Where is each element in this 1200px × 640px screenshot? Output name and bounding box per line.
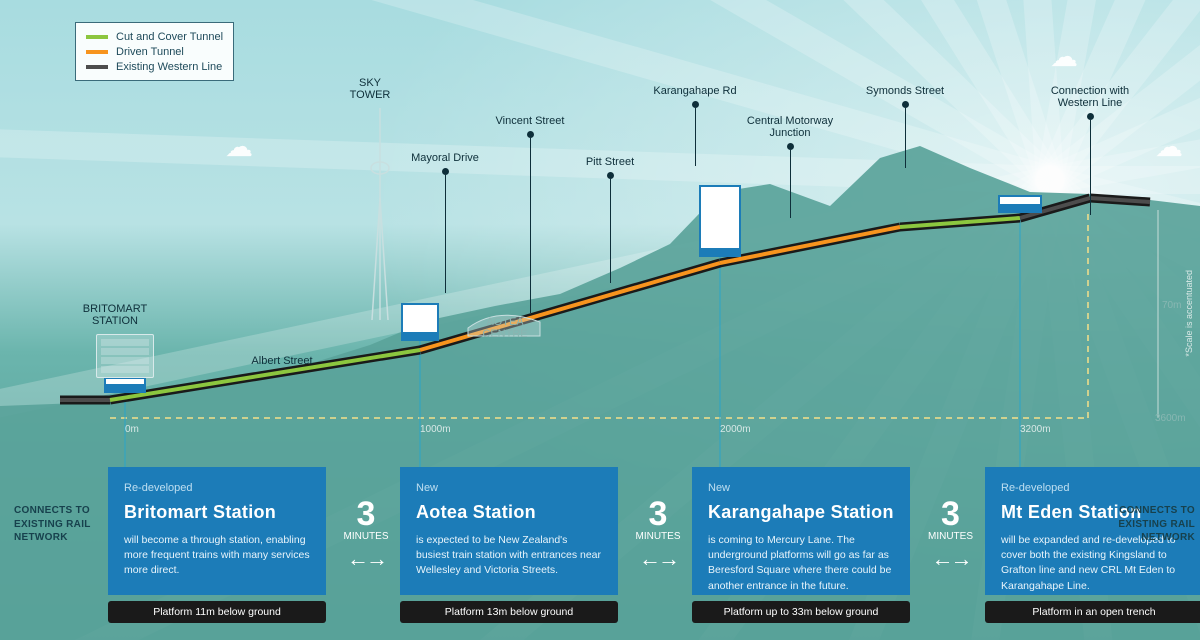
station-card: Re-developed Britomart Station will beco… bbox=[108, 467, 326, 595]
surface-label: Connection withWestern Line bbox=[1030, 85, 1150, 215]
surface-label: Pitt Street bbox=[550, 156, 670, 283]
surface-label: BRITOMARTSTATION bbox=[55, 303, 175, 327]
station-tag: New bbox=[416, 481, 602, 497]
station-title: Aotea Station bbox=[416, 499, 602, 525]
station-desc: will become a through station, enabling … bbox=[124, 533, 310, 579]
infographic-stage: Cut and Cover Tunnel Driven Tunnel Exist… bbox=[0, 0, 1200, 640]
platform-label: Platform up to 33m below ground bbox=[692, 601, 910, 623]
distance-tick: 2000m bbox=[720, 424, 751, 435]
surface-label: Symonds Street bbox=[845, 85, 965, 168]
distance-tick: 3200m bbox=[1020, 424, 1051, 435]
cloud-icon: ☁ bbox=[1155, 130, 1183, 163]
time-between: 3 MINUTES ←→ bbox=[631, 497, 685, 572]
platform-label: Platform in an open trench bbox=[985, 601, 1200, 623]
britomart-building-icon bbox=[96, 334, 154, 378]
station-tag: New bbox=[708, 481, 894, 497]
legend-label: Driven Tunnel bbox=[116, 46, 184, 58]
station-card: New Aotea Station is expected to be New … bbox=[400, 467, 618, 595]
surface-label: SKYTOWER bbox=[310, 77, 430, 101]
station-tag: Re-developed bbox=[124, 481, 310, 497]
connects-right: CONNECTS TOEXISTING RAILNETWORK bbox=[1115, 504, 1195, 545]
legend-label: Cut and Cover Tunnel bbox=[116, 31, 223, 43]
station-title: Britomart Station bbox=[124, 499, 310, 525]
distance-tick: 1000m bbox=[420, 424, 451, 435]
legend-swatch bbox=[86, 35, 108, 39]
legend-label: Existing Western Line bbox=[116, 61, 222, 73]
station-card: New Karangahape Station is coming to Mer… bbox=[692, 467, 910, 595]
surface-label: Central MotorwayJunction bbox=[730, 115, 850, 218]
platform-label: Platform 11m below ground bbox=[108, 601, 326, 623]
height-label: 70m bbox=[1162, 300, 1181, 311]
cloud-icon: ☁ bbox=[225, 130, 253, 163]
connects-left: CONNECTS TOEXISTING RAILNETWORK bbox=[14, 504, 91, 545]
surface-label: Albert Street bbox=[222, 355, 342, 367]
time-between: 3 MINUTES ←→ bbox=[924, 497, 978, 572]
distance-tick: 0m bbox=[125, 424, 139, 435]
station-desc: is coming to Mercury Lane. The undergrou… bbox=[708, 533, 894, 594]
station-tag: Re-developed bbox=[1001, 481, 1187, 497]
time-between: 3 MINUTES ←→ bbox=[339, 497, 393, 572]
legend-swatch bbox=[86, 50, 108, 54]
legend: Cut and Cover Tunnel Driven Tunnel Exist… bbox=[75, 22, 234, 81]
scale-note: *Scale is accentuated bbox=[1184, 270, 1194, 357]
legend-row: Existing Western Line bbox=[86, 59, 223, 74]
width-label: 3600m bbox=[1155, 413, 1186, 424]
surface-label: AOTEACENTRE bbox=[445, 316, 565, 340]
legend-swatch bbox=[86, 65, 108, 69]
legend-row: Driven Tunnel bbox=[86, 44, 223, 59]
platform-label: Platform 13m below ground bbox=[400, 601, 618, 623]
station-title: Karangahape Station bbox=[708, 499, 894, 525]
legend-row: Cut and Cover Tunnel bbox=[86, 29, 223, 44]
station-desc: is expected to be New Zealand's busiest … bbox=[416, 533, 602, 579]
cloud-icon: ☁ bbox=[1050, 40, 1078, 73]
